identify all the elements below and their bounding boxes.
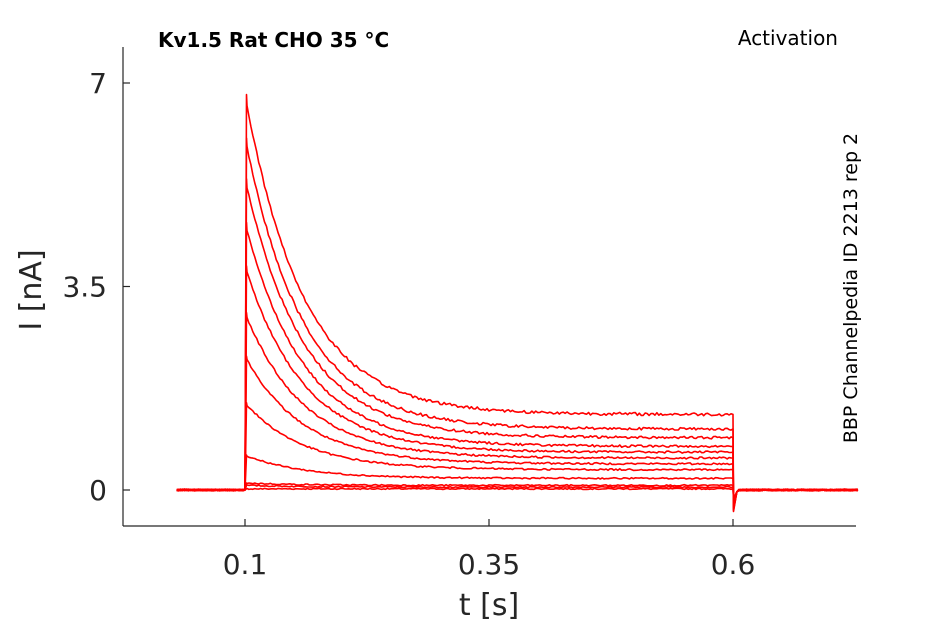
x-axis-label: t [s] xyxy=(459,588,519,623)
current-trace xyxy=(176,355,859,506)
protocol-label: Activation xyxy=(738,26,838,50)
y-axis-label: I [nA] xyxy=(14,249,49,330)
y-tick-label: 3.5 xyxy=(62,271,107,304)
x-tick-label: 0.6 xyxy=(711,548,756,581)
x-ticks: 0.1 0.35 0.6 xyxy=(223,519,756,581)
y-tick-label: 7 xyxy=(89,67,107,100)
current-trace xyxy=(176,93,859,513)
current-trace xyxy=(176,265,858,508)
current-trace xyxy=(176,484,859,501)
current-trace xyxy=(176,311,859,507)
current-traces xyxy=(176,93,859,513)
y-tick-label: 0 xyxy=(89,474,107,507)
chart-title: Kv1.5 Rat CHO 35 °C xyxy=(158,28,389,52)
current-trace xyxy=(176,178,858,510)
y-ticks: 03.57 xyxy=(62,67,130,507)
x-tick-label: 0.35 xyxy=(458,548,520,581)
current-trace xyxy=(176,137,859,512)
source-label: BBP Channelpedia ID 2213 rep 2 xyxy=(840,133,862,443)
current-trace xyxy=(176,454,859,503)
x-tick-label: 0.1 xyxy=(223,548,268,581)
